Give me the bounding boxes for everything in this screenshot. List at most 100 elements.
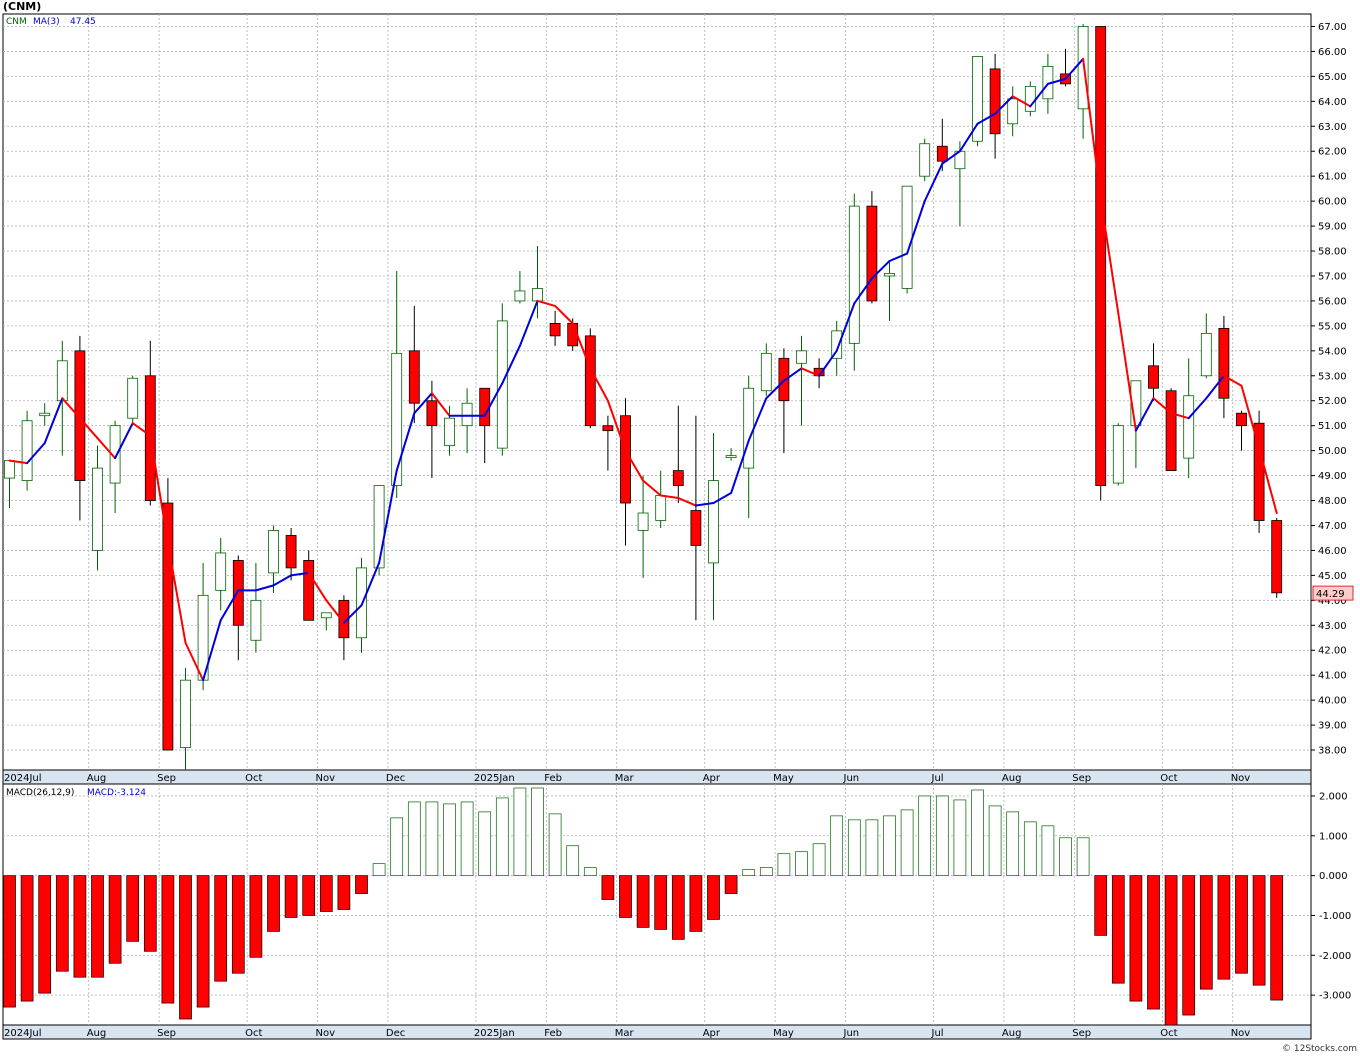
- x-tick-label: 2025Jan: [474, 1028, 515, 1039]
- macd-bar: [619, 875, 632, 918]
- x-tick-label: Sep: [1072, 773, 1091, 784]
- macd-bar: [55, 875, 69, 972]
- ma3-line-segment: [325, 599, 345, 624]
- macd-bar: [38, 875, 52, 994]
- x-tick-label: Nov: [1231, 1028, 1251, 1039]
- date-axis-strip: [2, 769, 1312, 785]
- candle-body: [1007, 98, 1019, 125]
- ma3-line-segment: [219, 589, 240, 622]
- candle-body: [74, 350, 86, 481]
- candle-body: [584, 335, 596, 427]
- ma3-line-segment: [571, 322, 592, 370]
- macd-bar: [1023, 821, 1037, 876]
- macd-bar: [390, 817, 404, 876]
- y-tick-label: 60.00: [1318, 197, 1347, 208]
- ma3-line-segment: [923, 162, 944, 203]
- macd-bar: [179, 875, 192, 1020]
- macd-bar: [284, 875, 298, 918]
- ma3-line-segment: [378, 469, 398, 564]
- ma3-line-segment: [8, 459, 29, 465]
- candle-body: [919, 143, 931, 177]
- macd-bar: [1006, 811, 1020, 876]
- macd-bar: [1041, 825, 1055, 876]
- macd-bar: [795, 851, 808, 876]
- ma3-line-segment: [994, 95, 1014, 115]
- x-tick-label: Sep: [157, 773, 176, 784]
- x-tick-label: May: [773, 1028, 794, 1039]
- ma3-line-segment: [1258, 447, 1278, 515]
- ma3-line-segment: [430, 392, 451, 417]
- ma3-line-segment: [747, 397, 768, 442]
- candle-body: [426, 400, 438, 427]
- x-tick-label: Aug: [1002, 1028, 1022, 1039]
- candle-body: [848, 205, 860, 344]
- candle-body: [21, 420, 33, 481]
- candle-body: [1218, 327, 1230, 399]
- y-tick-label: 47.00: [1318, 521, 1347, 532]
- candle-body: [796, 350, 807, 364]
- ma3-line-segment: [483, 382, 504, 417]
- candle-body: [1024, 85, 1036, 112]
- macd-bar: [759, 867, 773, 876]
- macd-bar: [900, 809, 914, 876]
- x-tick-label: Dec: [386, 1028, 405, 1039]
- macd-bar: [302, 875, 316, 916]
- macd-bar: [883, 815, 896, 876]
- ma3-line-segment: [870, 260, 891, 280]
- y-tick-label: 48.00: [1318, 496, 1347, 507]
- y-tick-label: 43.00: [1318, 621, 1347, 632]
- candle-body: [268, 530, 279, 574]
- candle-body: [285, 535, 297, 569]
- ma3-line-segment: [43, 397, 64, 445]
- y-tick-label: 52.00: [1318, 396, 1347, 407]
- macd-y-tick-label: 2.000: [1319, 791, 1348, 802]
- candle-body: [461, 402, 473, 427]
- macd-bar: [443, 803, 456, 876]
- y-tick-label: 59.00: [1318, 222, 1347, 233]
- y-tick-label: 64.00: [1318, 97, 1347, 108]
- macd-bar: [372, 863, 386, 876]
- y-tick-label: 56.00: [1318, 296, 1347, 307]
- macd-bar: [830, 815, 844, 876]
- x-tick-label: Mar: [615, 1028, 635, 1039]
- ma3-line-segment: [518, 299, 539, 347]
- macd-bar: [1235, 875, 1248, 974]
- x-tick-label: Nov: [316, 1028, 336, 1039]
- ma3-line-segment: [1099, 197, 1120, 315]
- ma3-line-segment: [360, 561, 381, 607]
- macd-bar: [1059, 837, 1072, 876]
- macd-bar: [108, 875, 122, 964]
- macd-bar: [1199, 875, 1213, 990]
- ma3-line-segment: [958, 122, 979, 153]
- y-tick-label: 53.00: [1318, 371, 1347, 382]
- y-tick-label: 49.00: [1318, 471, 1347, 482]
- ma3-line-segment: [501, 344, 521, 385]
- x-tick-label: Aug: [87, 773, 107, 784]
- x-tick-label: 2024Jul: [4, 1028, 42, 1039]
- x-tick-label: Jun: [843, 1028, 860, 1039]
- ma3-line-segment: [782, 367, 803, 382]
- macd-bar: [865, 819, 879, 876]
- macd-bar: [812, 843, 826, 876]
- last-price-label: 44.29: [1316, 589, 1345, 600]
- y-tick-label: 42.00: [1318, 646, 1347, 657]
- candle-body: [4, 460, 15, 479]
- macd-legend-label: MACD(26,12,9): [6, 788, 74, 798]
- ma3-line-segment: [976, 112, 997, 125]
- ma3-line-segment: [114, 422, 134, 460]
- candle-body: [602, 425, 614, 432]
- ma3-line-segment: [78, 417, 99, 440]
- candle-body: [1077, 26, 1089, 110]
- candle-body: [884, 273, 895, 277]
- ma3-line-segment: [800, 367, 821, 377]
- y-tick-label: 41.00: [1318, 671, 1347, 682]
- x-tick-label: Jul: [931, 773, 944, 784]
- macd-bar: [654, 875, 668, 930]
- y-tick-label: 62.00: [1318, 147, 1347, 158]
- macd-bar: [1182, 875, 1196, 1016]
- x-tick-label: Sep: [157, 1028, 176, 1039]
- macd-bar: [231, 875, 245, 974]
- y-tick-label: 46.00: [1318, 546, 1347, 557]
- candle-body: [215, 552, 227, 591]
- ma3-line-segment: [1082, 57, 1102, 200]
